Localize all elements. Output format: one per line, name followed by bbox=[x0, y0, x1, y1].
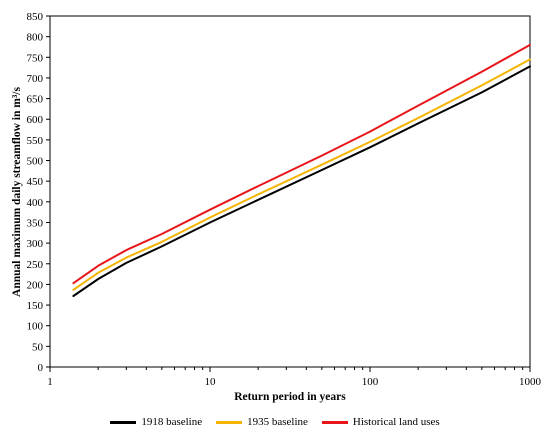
y-axis-title: Annual maximum daily streamflow in m³/s bbox=[11, 87, 23, 297]
y-tick-label: 550 bbox=[27, 135, 44, 147]
y-tick-label: 400 bbox=[27, 197, 44, 209]
y-tick-label: 600 bbox=[27, 114, 44, 126]
legend-item: Historical land uses bbox=[321, 416, 440, 428]
x-tick-label: 100 bbox=[362, 376, 379, 388]
y-tick-label: 150 bbox=[27, 300, 44, 312]
y-tick-label: 700 bbox=[27, 73, 44, 85]
legend-item: 1935 baseline bbox=[216, 416, 308, 428]
plot-frame bbox=[49, 15, 531, 368]
y-tick-label: 200 bbox=[27, 279, 44, 291]
legend: 1918 baseline 1935 baseline Historical lan… bbox=[0, 412, 550, 432]
series-line bbox=[72, 43, 531, 285]
y-tick-label: 300 bbox=[27, 238, 44, 250]
legend-label: Historical land uses bbox=[352, 416, 440, 428]
legend-swatch bbox=[216, 420, 243, 424]
legend-label: 1935 baseline bbox=[247, 416, 308, 428]
y-tick-label: 450 bbox=[27, 176, 44, 188]
y-tick-label: 100 bbox=[27, 321, 44, 333]
chart: 0 50 100 150 200 250 300 350 400 450 500 550 600 650 7… bbox=[11, 11, 542, 403]
legend-swatch bbox=[321, 420, 348, 424]
y-tick-label: 50 bbox=[32, 341, 44, 353]
y-tick-label: 0 bbox=[38, 362, 44, 374]
y-tick-label: 850 bbox=[27, 11, 44, 23]
y-tick-label: 250 bbox=[27, 259, 44, 271]
legend-item: 1918 baseline bbox=[110, 416, 202, 428]
y-tick-label: 650 bbox=[27, 94, 44, 106]
legend-label: 1918 baseline bbox=[141, 416, 203, 428]
y-tick-label: 350 bbox=[27, 217, 44, 229]
series-line bbox=[72, 65, 531, 297]
y-tick-label: 750 bbox=[27, 52, 44, 64]
series-line bbox=[72, 58, 531, 291]
x-tick-label: 1 bbox=[47, 376, 53, 388]
y-tick-label: 800 bbox=[27, 32, 44, 44]
x-tick-label: 10 bbox=[205, 376, 217, 388]
legend-swatch bbox=[110, 420, 137, 424]
x-axis-title: Return period in years bbox=[234, 391, 346, 403]
x-tick-label: 1000 bbox=[519, 376, 542, 388]
y-tick-label: 500 bbox=[27, 156, 44, 168]
